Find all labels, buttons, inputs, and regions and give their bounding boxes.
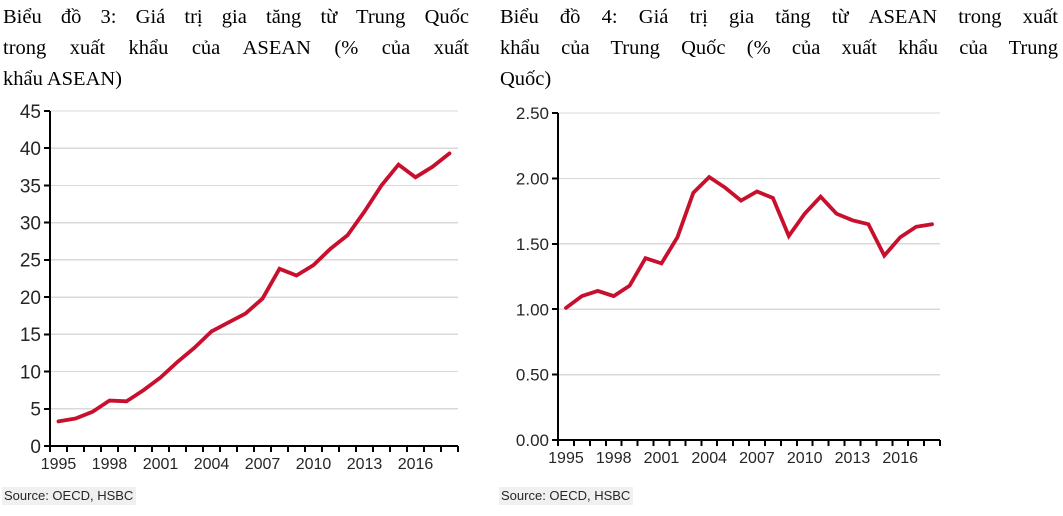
x-axis-label: 2001	[143, 456, 179, 473]
y-axis-label: 45	[20, 102, 41, 123]
x-axis-label: 2010	[296, 456, 332, 473]
y-axis-label: 40	[20, 139, 41, 160]
y-axis-label: 20	[20, 288, 41, 309]
x-axis-label: 1995	[548, 450, 584, 467]
x-axis-label: 2004	[194, 456, 230, 473]
source-note-left: Source: OECD, HSBC	[2, 487, 137, 505]
chart-title-line: khẩu ASEAN)	[3, 68, 123, 90]
chart-title-line: trong xuất khẩu của ASEAN (% của xuất	[3, 37, 469, 59]
x-axis-label: 2007	[245, 456, 281, 473]
chart-title-left: Biểu đồ 3: Giá trị gia tăng từ Trung Quố…	[3, 2, 469, 95]
y-axis-label: 1.00	[516, 300, 549, 319]
y-axis-label: 1.50	[516, 235, 549, 254]
y-axis-label: 5	[30, 400, 41, 421]
x-axis-label: 2007	[739, 450, 775, 467]
source-note-right: Source: OECD, HSBC	[499, 487, 634, 505]
data-series-line	[56, 151, 452, 424]
y-axis-label: 15	[20, 325, 41, 346]
x-axis-label: 1995	[41, 456, 77, 473]
y-axis-label: 2.00	[516, 170, 549, 189]
x-axis-label: 1998	[92, 456, 128, 473]
y-axis-label: 30	[20, 214, 41, 235]
data-series-line	[564, 174, 934, 310]
x-axis-label: 2010	[787, 450, 823, 467]
y-axis-label: 25	[20, 251, 41, 272]
x-axis-label: 2016	[882, 450, 918, 467]
y-axis-label: 35	[20, 176, 41, 197]
x-axis-label: 1998	[596, 450, 632, 467]
x-axis-label: 2013	[835, 450, 871, 467]
chart-title-right: Biểu đồ 4: Giá trị gia tăng từ ASEAN tro…	[500, 2, 1058, 95]
chart-title-line: Biểu đồ 4: Giá trị gia tăng từ ASEAN tro…	[500, 6, 1058, 28]
x-axis-label: 2001	[644, 450, 680, 467]
y-axis-label: 10	[20, 362, 41, 383]
chart-title-line: Quốc)	[500, 68, 552, 90]
y-axis-label: 0	[30, 437, 41, 458]
x-axis-label: 2013	[347, 456, 383, 473]
y-axis-label: 2.50	[516, 104, 549, 123]
chart-title-line: khẩu của Trung Quốc (% của xuất khẩu của…	[500, 37, 1058, 59]
x-axis-label: 2016	[398, 456, 434, 473]
x-axis-label: 2004	[691, 450, 727, 467]
chart-title-line: Biểu đồ 3: Giá trị gia tăng từ Trung Quố…	[3, 6, 469, 28]
y-axis-label: 0.00	[516, 431, 549, 450]
y-axis-label: 0.50	[516, 366, 549, 385]
